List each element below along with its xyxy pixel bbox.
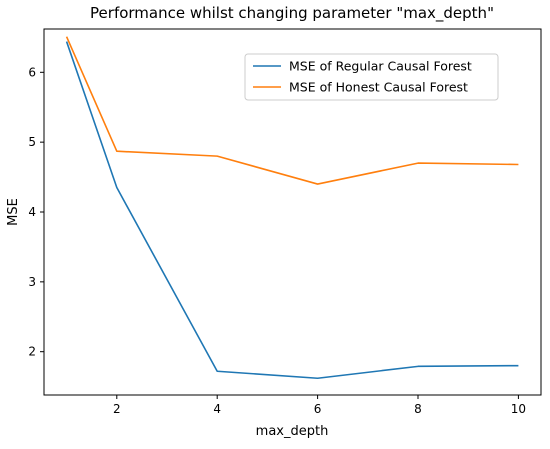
y-tick-label: 4 bbox=[28, 205, 36, 219]
y-tick-label: 6 bbox=[28, 65, 36, 79]
legend-label-1: MSE of Regular Causal Forest bbox=[289, 59, 472, 74]
y-axis-label: MSE bbox=[6, 198, 21, 226]
chart-title: Performance whilst changing parameter "m… bbox=[90, 4, 494, 23]
x-axis-label: max_depth bbox=[256, 424, 329, 439]
y-tick-label: 3 bbox=[28, 275, 36, 289]
x-tick-label: 6 bbox=[314, 402, 322, 416]
x-tick-label: 4 bbox=[213, 402, 221, 416]
plot-lines bbox=[65, 36, 519, 380]
series-line-2 bbox=[65, 36, 519, 185]
y-axis-ticks: 2 3 4 5 6 bbox=[28, 65, 44, 359]
legend: MSE of Regular Causal Forest MSE of Hones… bbox=[244, 53, 499, 101]
legend-box bbox=[244, 53, 499, 101]
x-tick-label: 2 bbox=[113, 402, 121, 416]
y-tick-label: 5 bbox=[28, 135, 36, 149]
y-tick-label: 2 bbox=[28, 345, 36, 359]
legend-label-2: MSE of Honest Causal Forest bbox=[289, 80, 468, 95]
x-tick-label: 10 bbox=[511, 402, 526, 416]
x-tick-label: 8 bbox=[414, 402, 422, 416]
x-axis-ticks: 2 4 6 8 10 bbox=[113, 395, 526, 416]
series-line-1 bbox=[65, 41, 519, 380]
